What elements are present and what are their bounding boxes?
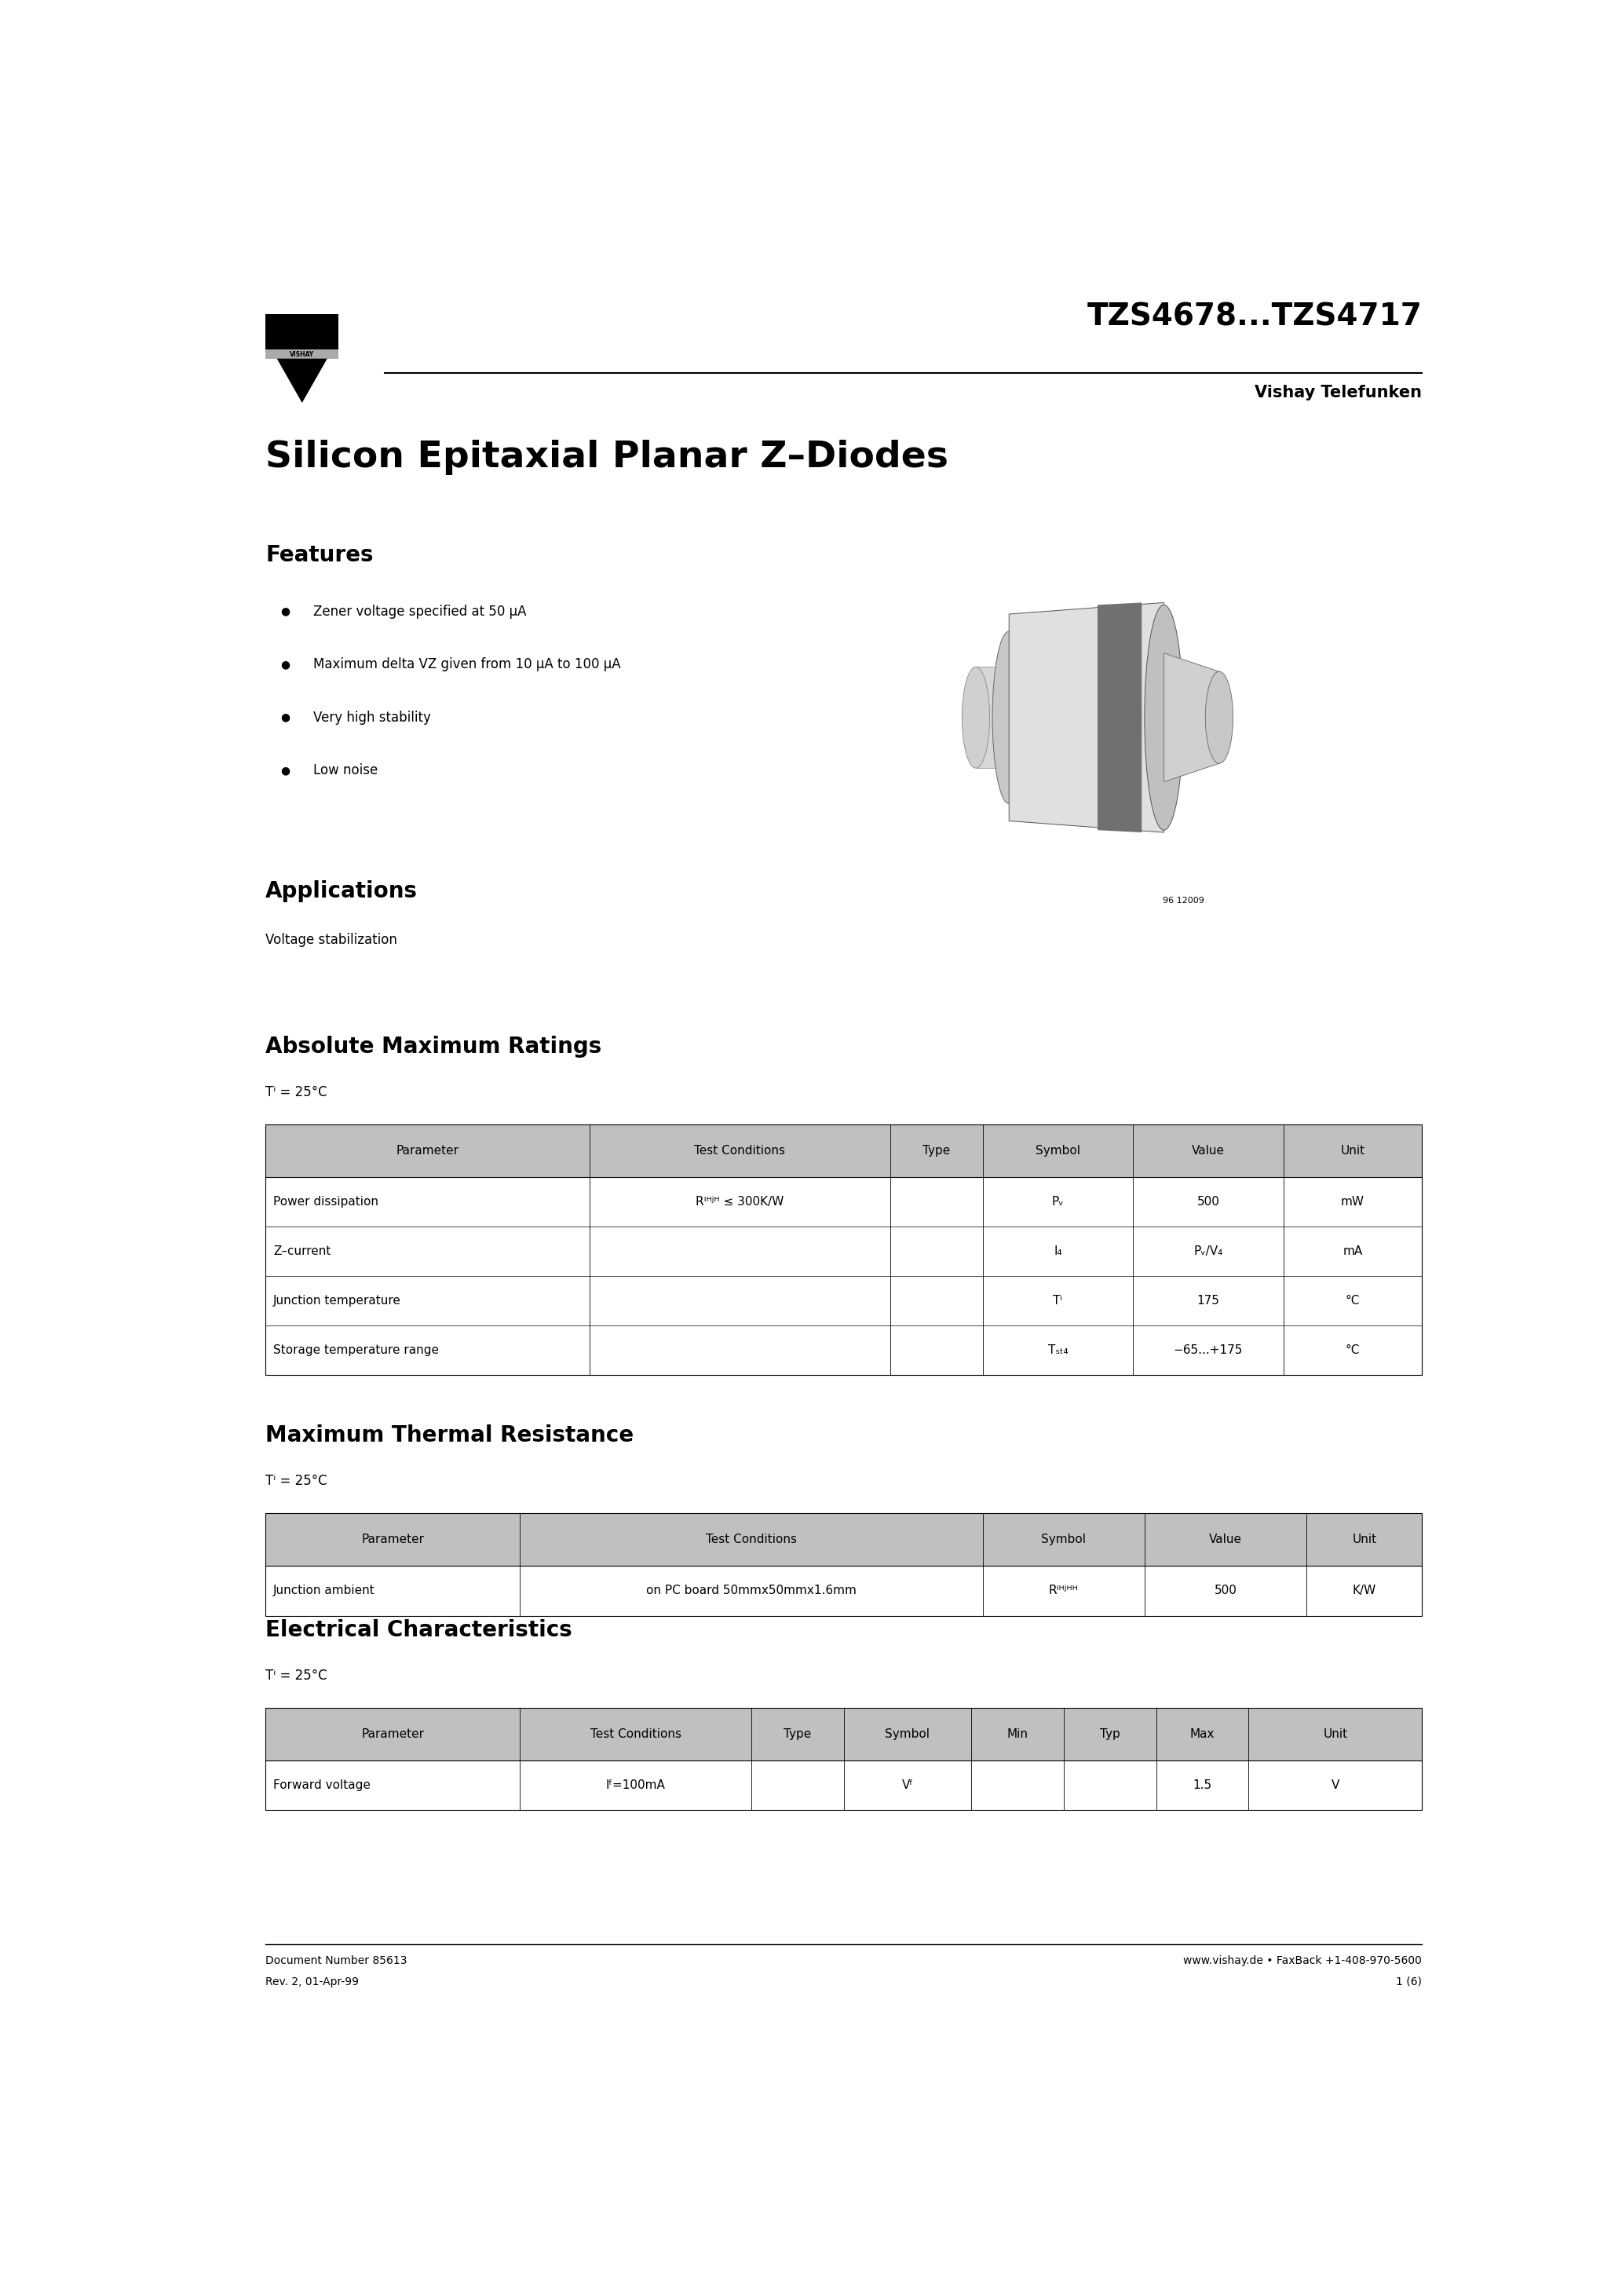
Text: Zener voltage specified at 50 μA: Zener voltage specified at 50 μA xyxy=(313,604,527,618)
Text: Absolute Maximum Ratings: Absolute Maximum Ratings xyxy=(266,1035,602,1058)
Text: Tⁱ = 25°C: Tⁱ = 25°C xyxy=(266,1669,328,1683)
Text: Tⁱ: Tⁱ xyxy=(1053,1295,1062,1306)
Text: Pᵥ: Pᵥ xyxy=(1051,1196,1064,1208)
Text: Junction ambient: Junction ambient xyxy=(272,1584,375,1596)
Text: Parameter: Parameter xyxy=(362,1729,425,1740)
Text: 500: 500 xyxy=(1197,1196,1220,1208)
Text: Unit: Unit xyxy=(1324,1729,1348,1740)
Text: Features: Features xyxy=(266,544,373,567)
Text: Applications: Applications xyxy=(266,879,418,902)
Text: ●: ● xyxy=(281,606,290,618)
Text: www.vishay.de • FaxBack +1-408-970-5600: www.vishay.de • FaxBack +1-408-970-5600 xyxy=(1184,1954,1422,1965)
Text: Test Conditions: Test Conditions xyxy=(706,1534,796,1545)
Text: Rev. 2, 01-Apr-99: Rev. 2, 01-Apr-99 xyxy=(266,1977,358,1988)
Text: Forward voltage: Forward voltage xyxy=(272,1779,370,1791)
Ellipse shape xyxy=(1145,604,1184,831)
Polygon shape xyxy=(277,358,328,402)
Text: Voltage stabilization: Voltage stabilization xyxy=(266,932,397,948)
Text: Parameter: Parameter xyxy=(362,1534,425,1545)
Text: °C: °C xyxy=(1346,1345,1359,1357)
Text: Symbol: Symbol xyxy=(1035,1146,1080,1157)
Text: Tₛₜ₄: Tₛₜ₄ xyxy=(1048,1345,1067,1357)
Text: Symbol: Symbol xyxy=(886,1729,929,1740)
Text: mW: mW xyxy=(1341,1196,1364,1208)
Text: °C: °C xyxy=(1346,1295,1359,1306)
Text: Test Conditions: Test Conditions xyxy=(590,1729,681,1740)
Text: Junction temperature: Junction temperature xyxy=(272,1295,401,1306)
Text: −65...+175: −65...+175 xyxy=(1173,1345,1242,1357)
Text: Iᶠ=100mA: Iᶠ=100mA xyxy=(607,1779,665,1791)
Ellipse shape xyxy=(962,666,989,769)
Text: Rᴵᴴʲᴴ ≤ 300K/W: Rᴵᴴʲᴴ ≤ 300K/W xyxy=(696,1196,783,1208)
Text: 96 12009: 96 12009 xyxy=(1163,898,1204,905)
Text: Test Conditions: Test Conditions xyxy=(694,1146,785,1157)
Text: Low noise: Low noise xyxy=(313,765,378,778)
Text: ●: ● xyxy=(281,712,290,723)
Bar xyxy=(266,1708,1422,1761)
Polygon shape xyxy=(1098,602,1142,833)
Text: Typ: Typ xyxy=(1100,1729,1119,1740)
Text: Unit: Unit xyxy=(1353,1534,1377,1545)
Text: Pᵥ/V₄: Pᵥ/V₄ xyxy=(1194,1244,1223,1258)
Text: Min: Min xyxy=(1007,1729,1028,1740)
Text: ●: ● xyxy=(281,765,290,776)
Polygon shape xyxy=(1165,652,1220,783)
Text: Tⁱ = 25°C: Tⁱ = 25°C xyxy=(266,1086,328,1100)
Polygon shape xyxy=(1009,602,1165,833)
Text: 175: 175 xyxy=(1197,1295,1220,1306)
Text: Rᴵᴴʲᴴᴴ: Rᴵᴴʲᴴᴴ xyxy=(1049,1584,1079,1596)
Text: Max: Max xyxy=(1191,1729,1215,1740)
Text: Electrical Characteristics: Electrical Characteristics xyxy=(266,1619,573,1642)
Polygon shape xyxy=(266,315,339,349)
Text: VISHAY: VISHAY xyxy=(290,351,315,358)
Text: Symbol: Symbol xyxy=(1041,1534,1087,1545)
Text: 1.5: 1.5 xyxy=(1192,1779,1212,1791)
Ellipse shape xyxy=(1205,670,1233,765)
Text: Very high stability: Very high stability xyxy=(313,709,431,726)
Text: K/W: K/W xyxy=(1353,1584,1375,1596)
Text: Vishay Telefunken: Vishay Telefunken xyxy=(1255,386,1422,402)
Bar xyxy=(266,1513,1422,1616)
Text: Tⁱ = 25°C: Tⁱ = 25°C xyxy=(266,1474,328,1488)
Text: Power dissipation: Power dissipation xyxy=(272,1196,378,1208)
Ellipse shape xyxy=(993,631,1025,804)
Text: Value: Value xyxy=(1208,1534,1242,1545)
Text: Type: Type xyxy=(783,1729,811,1740)
Text: mA: mA xyxy=(1343,1244,1362,1258)
Text: Z–current: Z–current xyxy=(272,1244,331,1258)
Bar xyxy=(266,1125,1422,1178)
Bar xyxy=(266,1708,1422,1809)
Text: Parameter: Parameter xyxy=(396,1146,459,1157)
Text: 500: 500 xyxy=(1215,1584,1238,1596)
Text: on PC board 50mmx50mmx1.6mm: on PC board 50mmx50mmx1.6mm xyxy=(646,1584,856,1596)
Bar xyxy=(266,1125,1422,1375)
Polygon shape xyxy=(266,349,339,358)
Text: 1 (6): 1 (6) xyxy=(1397,1977,1422,1988)
Polygon shape xyxy=(976,666,1009,769)
Bar xyxy=(266,1513,1422,1566)
Text: Silicon Epitaxial Planar Z–Diodes: Silicon Epitaxial Planar Z–Diodes xyxy=(266,441,949,475)
Text: ●: ● xyxy=(281,659,290,670)
Text: Maximum delta VZ given from 10 μA to 100 μA: Maximum delta VZ given from 10 μA to 100… xyxy=(313,657,621,670)
Text: V: V xyxy=(1332,1779,1340,1791)
Text: Maximum Thermal Resistance: Maximum Thermal Resistance xyxy=(266,1424,634,1446)
Text: I₄: I₄ xyxy=(1054,1244,1062,1258)
Text: Document Number 85613: Document Number 85613 xyxy=(266,1954,407,1965)
Text: Unit: Unit xyxy=(1340,1146,1366,1157)
Text: Value: Value xyxy=(1192,1146,1225,1157)
Text: Vᶠ: Vᶠ xyxy=(902,1779,913,1791)
Text: Storage temperature range: Storage temperature range xyxy=(272,1345,440,1357)
Text: TZS4678...TZS4717: TZS4678...TZS4717 xyxy=(1087,303,1422,333)
Text: Type: Type xyxy=(923,1146,950,1157)
